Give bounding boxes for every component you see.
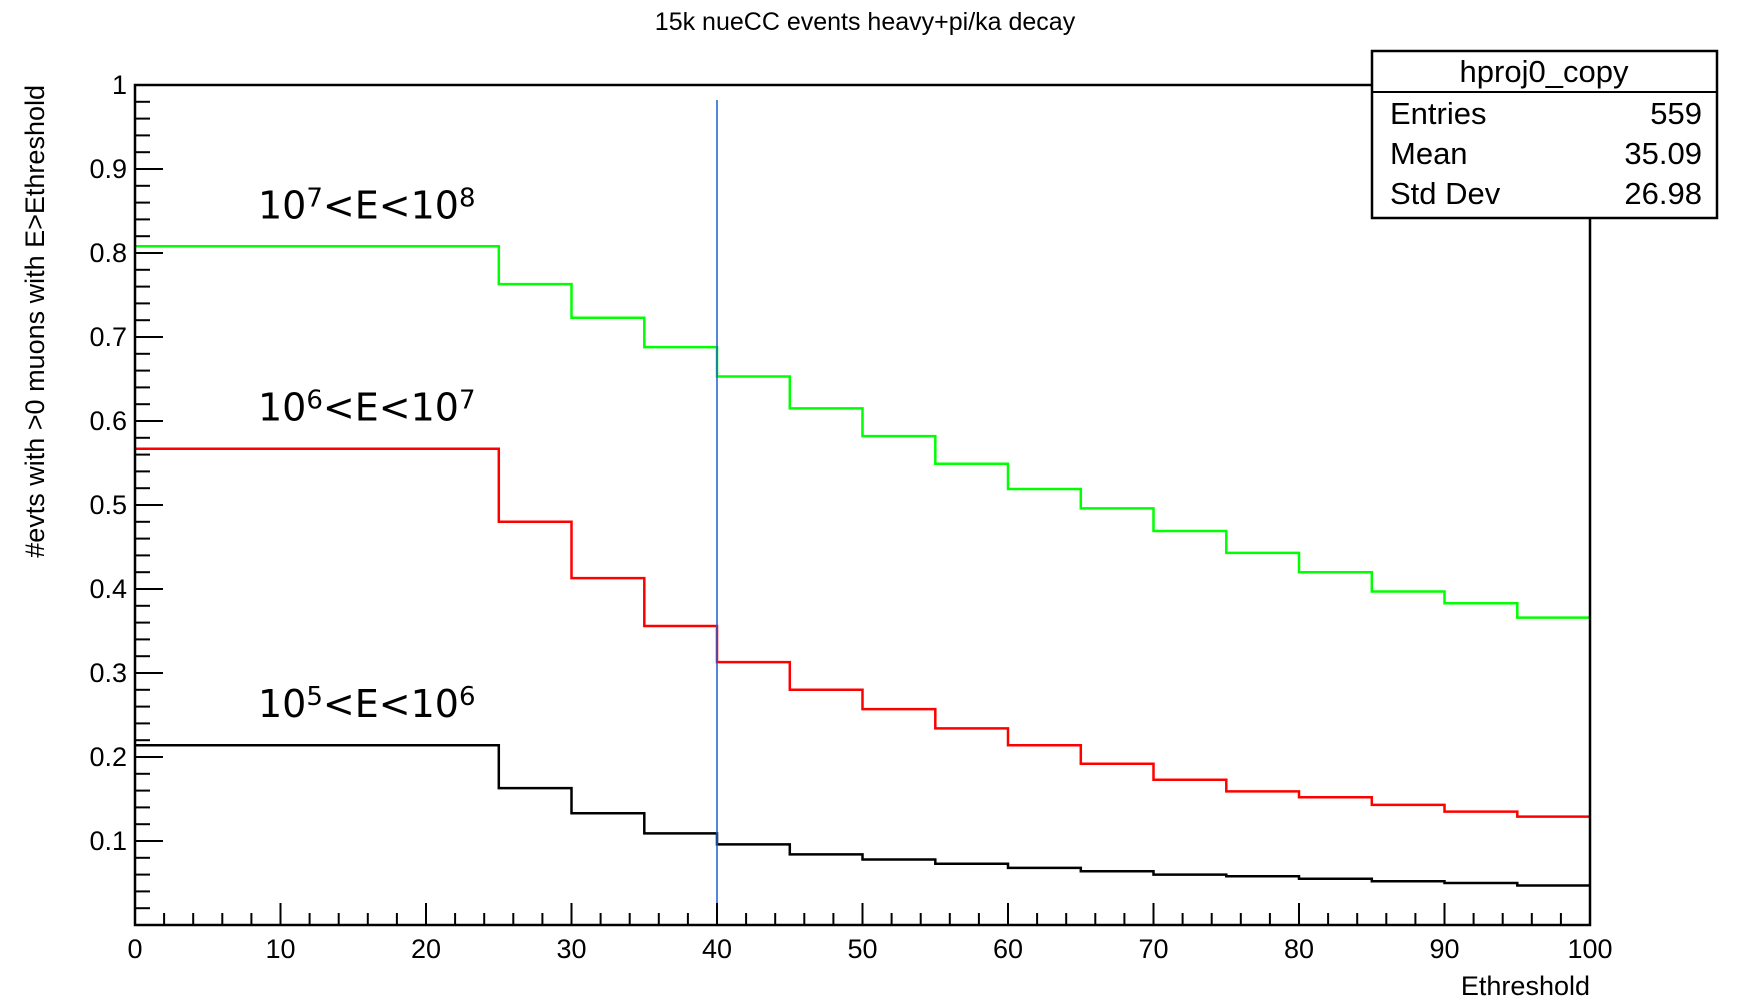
- series-label-0: 107<E<108: [258, 183, 476, 227]
- stats-box-rows: Entries 559 Mean 35.09 Std Dev 26.98: [1390, 96, 1702, 211]
- x-tick-label: 50: [847, 934, 877, 964]
- x-tick-label: 0: [127, 934, 142, 964]
- y-tick-label: 0.1: [89, 826, 127, 856]
- x-tick-label: 60: [993, 934, 1023, 964]
- x-tick-label: 40: [702, 934, 732, 964]
- series-annotations: 107<E<108 106<E<107 105<E<106: [258, 183, 476, 726]
- x-tick-label: 80: [1284, 934, 1314, 964]
- series-label-2: 105<E<106: [258, 682, 476, 726]
- series-line-0: [135, 245, 1590, 619]
- y-tick-label: 0.9: [89, 154, 127, 184]
- x-tick-label: 90: [1429, 934, 1459, 964]
- x-tick-label: 30: [556, 934, 586, 964]
- series-curves: [135, 245, 1590, 887]
- stats-box-title: hproj0_copy: [1460, 54, 1629, 89]
- stats-row-label: Std Dev: [1390, 176, 1501, 211]
- stats-row-label: Entries: [1390, 96, 1486, 131]
- chart-title: 15k nueCC events heavy+pi/ka decay: [655, 8, 1076, 36]
- x-tick-label: 10: [265, 934, 295, 964]
- stats-row-label: Mean: [1390, 136, 1468, 171]
- x-tick-label: 20: [411, 934, 441, 964]
- x-axis: 0 10 20 30 40 50 60 70 80 90 100: [127, 903, 1613, 964]
- y-tick-label: 0.6: [89, 406, 127, 436]
- y-tick-label: 0.8: [89, 238, 127, 268]
- series-line-1: [135, 447, 1590, 818]
- x-axis-label: Ethreshold: [1461, 971, 1590, 1001]
- stats-row-value: 35.09: [1624, 136, 1702, 171]
- stats-row-value: 559: [1650, 96, 1702, 131]
- y-tick-label: 0.5: [89, 490, 127, 520]
- stats-box-frame: [1370, 49, 1719, 220]
- y-tick-label: 0.3: [89, 658, 127, 688]
- y-axis-label: #evts with >0 muons with E>Ethreshold: [20, 85, 50, 558]
- series-label-1: 106<E<107: [258, 386, 476, 430]
- y-tick-label: 0.2: [89, 742, 127, 772]
- x-tick-label: 100: [1567, 934, 1612, 964]
- y-axis: 0.1 0.2 0.3 0.4 0.5 0.6 0.7 0.8 0.9 1: [89, 70, 163, 910]
- x-tick-label: 70: [1138, 934, 1168, 964]
- y-tick-label: 1: [112, 70, 127, 100]
- series-line-2: [135, 743, 1590, 887]
- y-tick-label: 0.7: [89, 322, 127, 352]
- y-tick-label: 0.4: [89, 574, 127, 604]
- stats-box: hproj0_copy Entries 559 Mean 35.09 Std Dev 26…: [1370, 49, 1719, 220]
- stats-row-value: 26.98: [1624, 176, 1702, 211]
